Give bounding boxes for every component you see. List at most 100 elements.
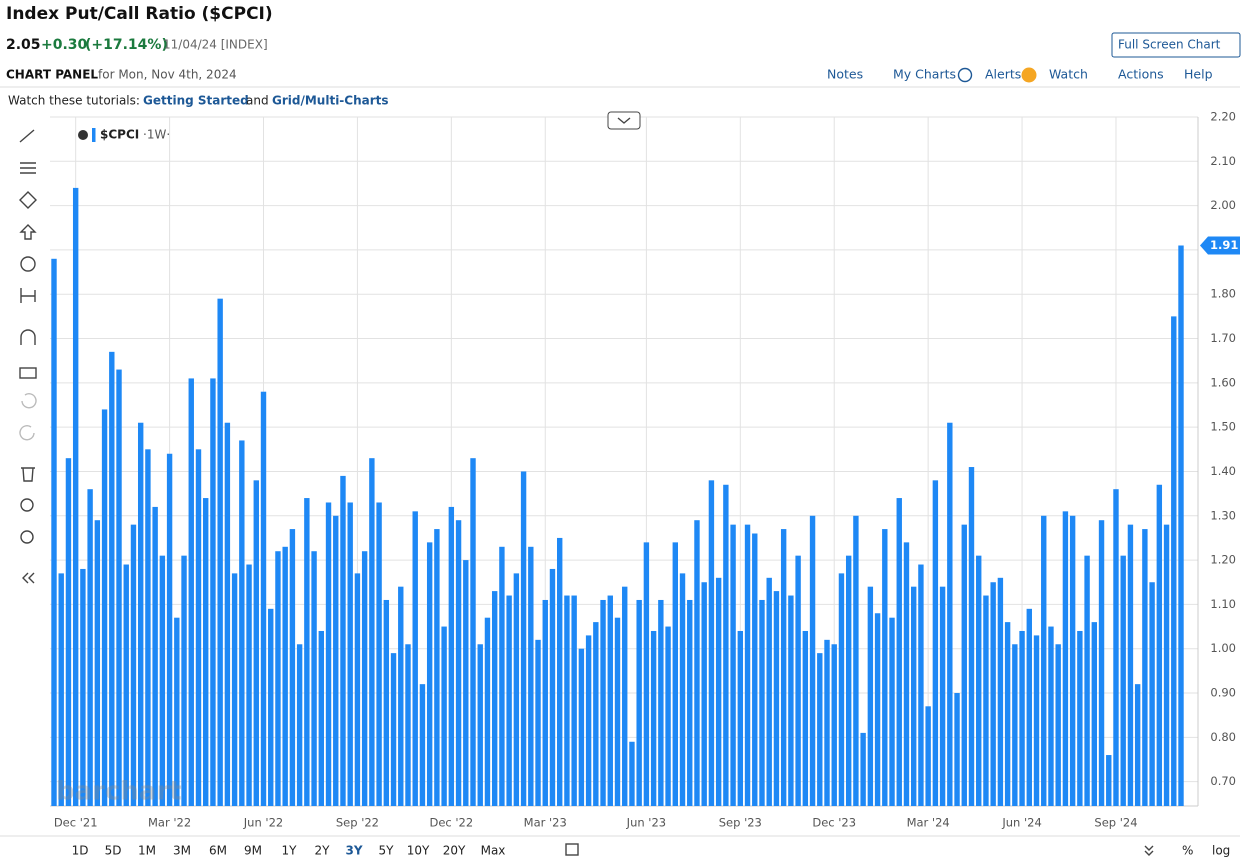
tool-fib[interactable] [20, 162, 36, 174]
y-tick-label: 0.70 [1210, 774, 1236, 788]
tutorial-link[interactable]: Getting Started [143, 94, 249, 108]
tool-number[interactable] [20, 256, 36, 272]
full-screen-button[interactable] [1111, 32, 1241, 58]
bar [239, 440, 245, 806]
toolbar-notes[interactable]: Notes [827, 67, 863, 82]
bar [723, 484, 729, 806]
bar [448, 506, 455, 806]
toolbar-actions[interactable]: Actions [1118, 67, 1164, 82]
panel-label: CHART PANEL [6, 68, 98, 82]
bar [831, 644, 837, 806]
bar [968, 467, 975, 806]
tool-redo[interactable] [19, 425, 35, 441]
period-button[interactable]: 9M [244, 844, 262, 858]
bar [788, 595, 794, 806]
tutorial-link[interactable]: Grid/Multi-Charts [272, 94, 389, 108]
toolbar-my-charts[interactable]: My Charts [893, 67, 956, 82]
percent-toggle[interactable]: % [1182, 844, 1193, 858]
period-button[interactable]: 1Y [282, 844, 298, 858]
bar [347, 502, 353, 806]
bar [1091, 622, 1098, 806]
tool-arrow[interactable] [19, 224, 37, 240]
y-tick-label: 0.90 [1210, 686, 1236, 700]
panel-date: for Mon, Nov 4th, 2024 [98, 68, 237, 82]
bar [1077, 630, 1083, 806]
tool-zoom-in[interactable] [20, 498, 34, 512]
period-button[interactable]: 10Y [407, 844, 430, 858]
log-toggle[interactable]: log [1212, 844, 1230, 858]
eye-icon[interactable] [78, 130, 88, 140]
tool-delete[interactable] [21, 467, 35, 482]
bar [578, 648, 585, 806]
bar [643, 542, 650, 806]
bar [614, 617, 621, 806]
tool-magnet[interactable] [20, 329, 36, 345]
tool-lock[interactable] [19, 367, 37, 379]
period-button[interactable]: 3M [173, 844, 191, 858]
bar [1113, 489, 1119, 806]
bar [752, 533, 758, 806]
period-button[interactable]: Max [481, 844, 506, 858]
bar [1019, 630, 1025, 806]
page-title: Index Put/Call Ratio ($CPCI) [6, 4, 273, 24]
bar [1178, 245, 1184, 806]
tool-line[interactable] [19, 129, 35, 143]
tool-collapse[interactable] [22, 572, 35, 584]
bar [130, 524, 137, 806]
bar [1163, 524, 1170, 806]
toolbar-help[interactable]: Help [1184, 67, 1213, 82]
toolbar-alerts[interactable]: Alerts [985, 67, 1021, 82]
bar [203, 498, 209, 806]
period-button[interactable]: 3Y [345, 844, 362, 858]
tool-zoom-out[interactable] [20, 530, 34, 544]
bar [426, 542, 433, 806]
bar [715, 577, 722, 806]
bar [174, 617, 180, 806]
toolbar-watch[interactable]: Watch [1049, 67, 1088, 82]
bar [296, 644, 303, 806]
period-button[interactable]: 1D [72, 844, 89, 858]
quote-date: 11/04/24 [INDEX] [163, 38, 268, 52]
bar [87, 489, 93, 806]
expand-icon[interactable] [1144, 845, 1154, 856]
bar [947, 422, 953, 806]
x-tick-label: Dec '23 [812, 816, 856, 830]
add-icon[interactable] [957, 67, 973, 83]
bar [780, 529, 787, 806]
bar [1062, 511, 1069, 806]
period-button[interactable]: 5Y [379, 844, 395, 858]
legend-swatch [92, 128, 96, 142]
period-button[interactable]: 20Y [443, 844, 466, 858]
bar [390, 653, 397, 806]
bar [976, 555, 982, 806]
legend-symbol: $CPCI [100, 128, 139, 142]
last-value-tag [1200, 236, 1240, 255]
x-tick-label: Mar '23 [524, 816, 567, 830]
collapse-button[interactable] [607, 111, 641, 130]
bar [361, 551, 368, 806]
tool-measure[interactable] [20, 288, 36, 303]
bar [535, 639, 541, 806]
alert-icon[interactable] [1021, 67, 1037, 83]
bar [520, 471, 527, 806]
full-screen-label[interactable]: Full Screen Chart [1118, 38, 1221, 52]
bar [1134, 684, 1141, 806]
bar [549, 568, 556, 806]
bar [600, 599, 606, 806]
bar [744, 524, 751, 806]
bar [116, 369, 122, 806]
period-button[interactable]: 5D [105, 844, 122, 858]
tool-shape[interactable] [19, 191, 37, 209]
y-tick-label: 1.40 [1210, 464, 1236, 478]
period-button[interactable]: 1M [138, 844, 156, 858]
calendar-icon[interactable] [565, 843, 579, 856]
bar [470, 458, 476, 806]
price-change-pct: (+17.14%) [85, 37, 168, 53]
bar [499, 546, 505, 806]
period-button[interactable]: 2Y [315, 844, 331, 858]
bar [1084, 555, 1090, 806]
period-button[interactable]: 6M [209, 844, 227, 858]
bar [325, 502, 332, 806]
bar [824, 639, 830, 806]
tool-undo[interactable] [21, 393, 37, 409]
